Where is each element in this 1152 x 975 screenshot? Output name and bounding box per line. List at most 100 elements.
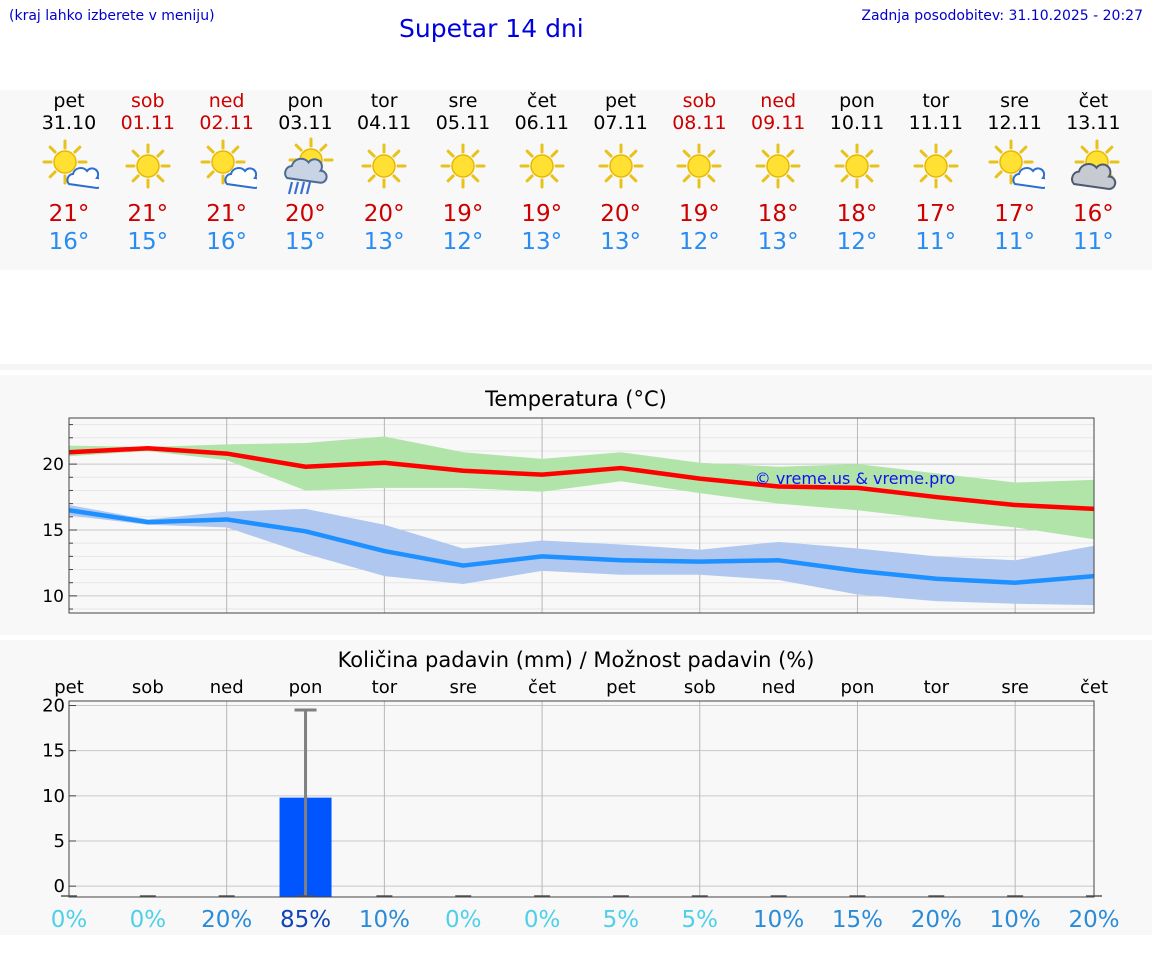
day-forecast: sob 01.11 21° 15° [108, 90, 188, 256]
section-divider [0, 364, 1152, 370]
day-date: 03.11 [278, 112, 333, 134]
day-name: tor [370, 90, 398, 112]
precipitation-day-label: pon [289, 677, 323, 698]
day-forecast: sre 05.11 19° 12° [423, 90, 503, 256]
sun-icon [834, 143, 880, 189]
precipitation-probability: 0% [524, 907, 561, 933]
precipitation-probability: 5% [682, 907, 719, 933]
min-temperature: 13° [757, 229, 799, 255]
sun-icon [598, 143, 644, 189]
max-temperature-range-band [69, 436, 1094, 540]
precipitation-probability: 85% [280, 907, 331, 933]
min-temperature: 12° [679, 229, 720, 255]
max-temperature: 17° [915, 201, 957, 227]
day-name: pet [604, 90, 637, 112]
y-tick-label: 20 [42, 696, 65, 717]
day-forecast: ned 09.11 18° 13° [738, 90, 818, 256]
day-forecast: pon 10.11 18° 12° [817, 90, 897, 256]
copyright-watermark: © vreme.us & vreme.pro [755, 469, 956, 488]
page-title: Supetar 14 dni [399, 14, 584, 43]
precipitation-probability: 5% [603, 907, 640, 933]
precipitation-day-label: tor [372, 677, 398, 698]
day-date: 06.11 [514, 112, 569, 134]
precipitation-day-label: pon [841, 677, 875, 698]
precipitation-probability: 0% [51, 907, 88, 933]
day-date: 09.11 [750, 112, 806, 134]
day-date: 04.11 [356, 112, 412, 134]
plot-area [69, 701, 1094, 897]
sun-cloud-icon [988, 139, 1045, 190]
precipitation-chart: pet sob ned pon tor sre čet pet sob ned pon tor sre č… [42, 677, 1119, 933]
y-tick-label: 20 [42, 455, 64, 475]
day-name: ned [208, 90, 245, 112]
plot-frame [68, 417, 1095, 614]
precipitation-day-label: sre [1001, 677, 1028, 698]
day-date: 01.11 [120, 112, 175, 134]
day-forecast: tor 04.11 20° 13° [344, 90, 424, 256]
day-date: 10.11 [829, 112, 885, 134]
day-date: 02.11 [199, 112, 254, 134]
sun-cloud-icon [200, 139, 257, 190]
precipitation-day-label: ned [762, 677, 796, 698]
max-temperature: 21° [127, 201, 169, 227]
min-temperature: 12° [442, 229, 484, 255]
precipitation-day-label: sob [684, 677, 716, 698]
day-date: 08.11 [672, 112, 727, 134]
min-temperature: 12° [836, 229, 878, 255]
precipitation-chart-title: Količina padavin (mm) / Možnost padavin … [337, 648, 815, 672]
min-temperature: 15° [127, 229, 169, 255]
precipitation-probability: 0% [445, 907, 482, 933]
day-name: sre [1000, 90, 1030, 112]
precipitation-probability: 0% [130, 907, 167, 933]
max-temperature: 19° [679, 201, 720, 227]
sun-cloud-icon [42, 139, 99, 190]
sun-rain-icon [284, 137, 334, 195]
max-temperature: 18° [757, 201, 799, 227]
day-name: sob [131, 90, 165, 112]
last-updated: Zadnja posodobitev: 31.10.2025 - 20:27 [861, 8, 1143, 24]
sun-icon [361, 143, 407, 189]
sun-icon [440, 143, 486, 189]
min-temperature: 13° [363, 229, 405, 255]
max-temperature: 16° [1073, 201, 1114, 227]
precipitation-day-label: čet [528, 677, 556, 698]
min-temperature-range-band [69, 504, 1094, 606]
y-tick-label: 10 [42, 786, 65, 807]
location-hint: (kraj lahko izberete v meniju) [9, 8, 215, 24]
day-name: čet [527, 90, 557, 112]
day-name: tor [922, 90, 950, 112]
precipitation-probability: 20% [201, 907, 252, 933]
max-temperature: 19° [521, 201, 563, 227]
sun-heavy-cloud-icon [1071, 139, 1120, 191]
precipitation-probability: 20% [1068, 907, 1119, 933]
max-temperature: 18° [836, 201, 878, 227]
precipitation-probability: 10% [990, 907, 1041, 933]
day-name: čet [1078, 90, 1109, 112]
sun-icon [913, 143, 959, 189]
precipitation-day-label: sre [449, 677, 476, 698]
day-forecast: sob 08.11 19° 12° [659, 90, 739, 256]
day-date: 13.11 [1066, 112, 1121, 134]
precipitation-day-label: čet [1080, 677, 1108, 698]
min-temperature: 13° [600, 229, 641, 255]
precipitation-probability: 10% [753, 907, 804, 933]
max-temperature: 20° [285, 201, 326, 227]
y-tick-label: 5 [54, 831, 65, 852]
day-name: pon [839, 90, 875, 112]
max-temperature: 21° [206, 201, 247, 227]
day-name: pon [287, 90, 324, 112]
y-tick-label: 0 [54, 876, 65, 897]
day-forecast: čet 13.11 16° 11° [1053, 90, 1133, 256]
day-date: 31.10 [41, 112, 97, 134]
y-tick-label: 15 [42, 521, 64, 541]
precipitation-probability: 10% [359, 907, 410, 933]
y-tick-label: 10 [42, 587, 64, 607]
min-temperature: 15° [285, 229, 326, 255]
max-temperature: 21° [48, 201, 90, 227]
precipitation-day-label: pet [54, 677, 84, 698]
precipitation-day-label: sob [132, 677, 164, 698]
min-temperature: 11° [1073, 229, 1114, 255]
day-forecast: ned 02.11 21° 16° [187, 90, 267, 256]
day-name: pet [53, 90, 85, 112]
daily-forecast-strip: pet 31.10 21° 16° sob 01.11 21° 15° ned 02.11 21° 1… [0, 90, 1152, 270]
